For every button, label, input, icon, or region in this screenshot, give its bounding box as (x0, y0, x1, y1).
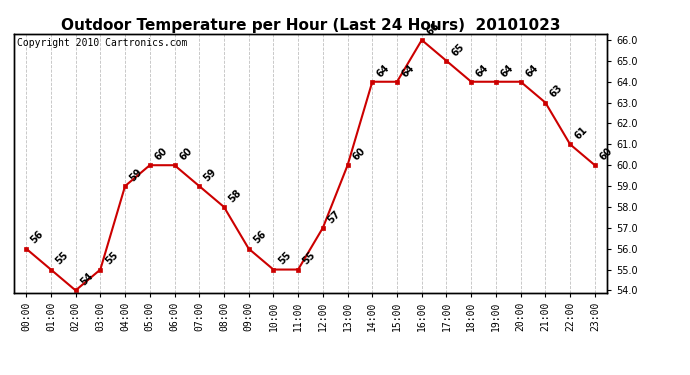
Text: 65: 65 (449, 42, 466, 58)
Text: 66: 66 (424, 21, 441, 37)
Title: Outdoor Temperature per Hour (Last 24 Hours)  20101023: Outdoor Temperature per Hour (Last 24 Ho… (61, 18, 560, 33)
Text: 57: 57 (326, 209, 342, 225)
Text: 56: 56 (29, 229, 46, 246)
Text: 60: 60 (351, 146, 367, 162)
Text: 64: 64 (474, 62, 491, 79)
Text: Copyright 2010 Cartronics.com: Copyright 2010 Cartronics.com (17, 38, 187, 48)
Text: 60: 60 (598, 146, 614, 162)
Text: 55: 55 (54, 250, 70, 267)
Text: 60: 60 (177, 146, 194, 162)
Text: 55: 55 (301, 250, 317, 267)
Text: 64: 64 (499, 62, 515, 79)
Text: 64: 64 (400, 62, 417, 79)
Text: 64: 64 (375, 62, 392, 79)
Text: 59: 59 (128, 166, 144, 183)
Text: 59: 59 (202, 166, 219, 183)
Text: 60: 60 (152, 146, 169, 162)
Text: 63: 63 (548, 83, 565, 100)
Text: 58: 58 (227, 188, 244, 204)
Text: 64: 64 (524, 62, 540, 79)
Text: 61: 61 (573, 125, 589, 142)
Text: 55: 55 (103, 250, 120, 267)
Text: 55: 55 (276, 250, 293, 267)
Text: 56: 56 (251, 229, 268, 246)
Text: 54: 54 (79, 271, 95, 288)
